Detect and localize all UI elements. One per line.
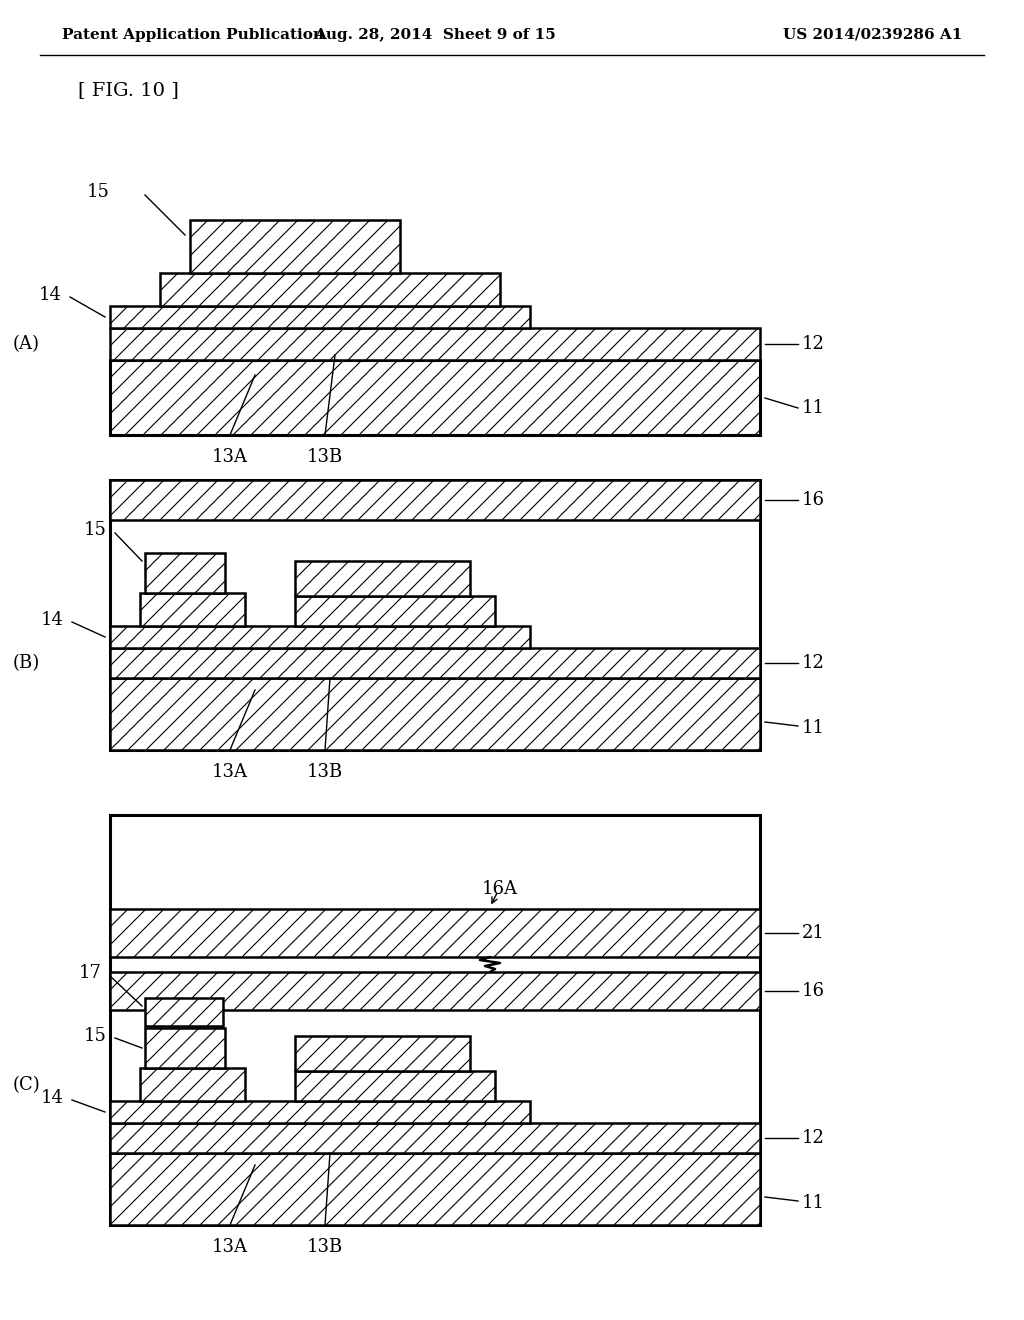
Text: 11: 11 [802, 399, 825, 417]
Text: [ FIG. 10 ]: [ FIG. 10 ] [78, 81, 179, 99]
Bar [160, 273, 500, 306]
Text: 16A: 16A [482, 880, 518, 898]
Bar [295, 1036, 470, 1071]
Bar [110, 306, 530, 327]
Bar [145, 553, 225, 593]
Text: Patent Application Publication: Patent Application Publication [62, 28, 324, 42]
Bar [110, 480, 760, 750]
Bar [295, 1071, 495, 1101]
Text: 14: 14 [41, 611, 63, 630]
Bar [110, 648, 760, 678]
Bar [110, 814, 760, 1225]
Bar [110, 480, 760, 520]
Text: 13A: 13A [212, 1238, 248, 1257]
Bar [145, 1028, 225, 1068]
Bar [295, 597, 495, 626]
Text: 12: 12 [802, 335, 825, 352]
Text: Aug. 28, 2014  Sheet 9 of 15: Aug. 28, 2014 Sheet 9 of 15 [314, 28, 556, 42]
Bar [110, 1152, 760, 1225]
Bar [145, 998, 223, 1026]
Bar [110, 327, 760, 360]
Text: 15: 15 [84, 1027, 106, 1045]
Bar [110, 626, 530, 648]
Text: US 2014/0239286 A1: US 2014/0239286 A1 [782, 28, 962, 42]
Text: 14: 14 [39, 286, 62, 304]
Bar [295, 561, 470, 597]
Text: 16: 16 [802, 491, 825, 510]
Text: (B): (B) [12, 653, 40, 672]
Bar [110, 678, 760, 750]
Text: 15: 15 [87, 183, 110, 201]
Text: 11: 11 [802, 719, 825, 737]
Text: 11: 11 [802, 1195, 825, 1212]
Text: 13B: 13B [307, 763, 343, 781]
Text: 13B: 13B [307, 447, 343, 466]
Bar [110, 972, 760, 1010]
Text: 13A: 13A [212, 763, 248, 781]
Text: (A): (A) [13, 335, 40, 352]
Text: (C): (C) [12, 1076, 40, 1094]
Text: 13B: 13B [307, 1238, 343, 1257]
Bar [110, 1101, 530, 1123]
Text: 21: 21 [802, 924, 825, 942]
Text: 17: 17 [79, 964, 102, 982]
Text: 16: 16 [802, 982, 825, 1001]
Bar [110, 360, 760, 436]
Text: 15: 15 [84, 521, 106, 539]
Text: 12: 12 [802, 1129, 825, 1147]
Text: 13A: 13A [212, 447, 248, 466]
Bar [140, 593, 245, 626]
Bar [110, 909, 760, 957]
Text: 12: 12 [802, 653, 825, 672]
Bar [190, 220, 400, 273]
Bar [110, 1123, 760, 1152]
Bar [140, 1068, 245, 1101]
Text: 14: 14 [41, 1089, 63, 1107]
